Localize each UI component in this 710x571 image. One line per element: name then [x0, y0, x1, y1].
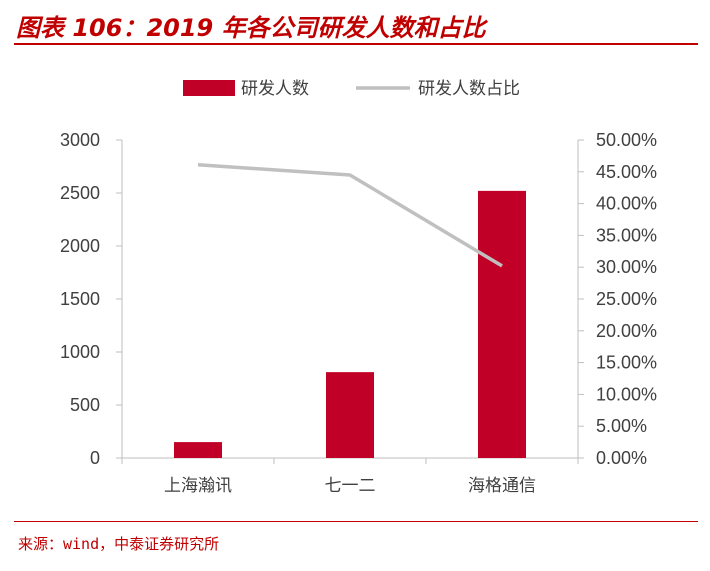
bar-上海瀚讯	[174, 442, 222, 458]
legend-label-bar: 研发人数	[241, 79, 309, 98]
legend-swatch-bar	[183, 80, 235, 96]
y-right-tick-label: 50.00%	[596, 130, 657, 150]
y-left-tick-label: 1000	[60, 342, 100, 362]
bar-七一二	[326, 372, 374, 458]
y-right-tick-label: 0.00%	[596, 448, 647, 468]
y-left-tick-label: 3000	[60, 130, 100, 150]
x-tick-label: 上海瀚讯	[164, 476, 232, 495]
figure-title: 图表 106：2019 年各公司研发人数和占比	[16, 14, 486, 42]
y-right-tick-label: 15.00%	[596, 353, 657, 373]
y-left-tick-label: 2000	[60, 236, 100, 256]
x-tick-label: 七一二	[325, 476, 376, 495]
chart-canvas: 0 500 1000 1500 2000 2500 3000 0.00% 5.00% 10.00%…	[60, 79, 657, 495]
source-note: 来源：wind，中泰证券研究所	[18, 535, 220, 553]
y-left-tick-label: 500	[70, 395, 100, 415]
y-right-tick-label: 10.00%	[596, 384, 657, 404]
source-divider	[14, 521, 698, 522]
y-right-tick-label: 20.00%	[596, 321, 657, 341]
y-right-tick-label: 5.00%	[596, 416, 647, 436]
y-right-tick-label: 40.00%	[596, 194, 657, 214]
series-line-ratio	[197, 163, 503, 268]
y-right-tick-label: 45.00%	[596, 162, 657, 182]
legend-label-line: 研发人数占比	[418, 79, 520, 98]
y-left-tick-label: 0	[90, 448, 100, 468]
y-right-tick-label: 30.00%	[596, 257, 657, 277]
y-right-tick-label: 35.00%	[596, 225, 657, 245]
bar-海格通信	[478, 190, 526, 458]
y-left-tick-label: 2500	[60, 183, 100, 203]
title-divider	[14, 43, 698, 45]
x-tick-label: 海格通信	[468, 476, 536, 495]
y-left-tick-label: 1500	[60, 289, 100, 309]
y-right-tick-label: 25.00%	[596, 289, 657, 309]
